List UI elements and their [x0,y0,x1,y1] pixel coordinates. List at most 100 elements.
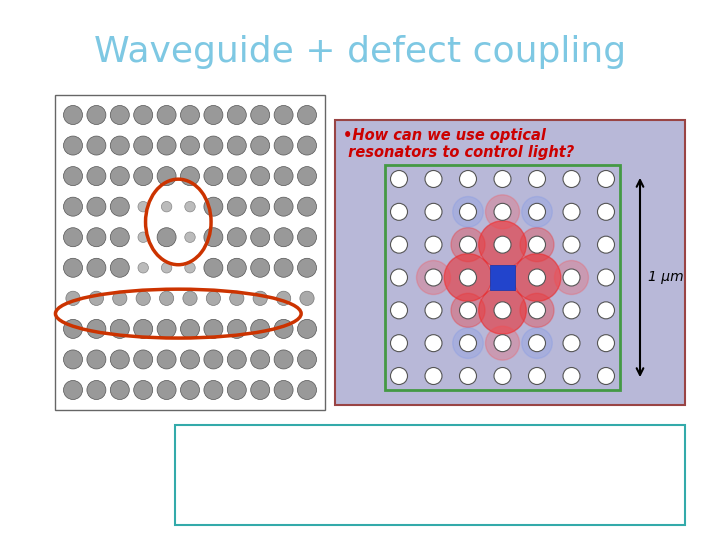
Circle shape [185,201,195,212]
Circle shape [157,105,176,125]
Circle shape [390,269,408,286]
Bar [55,95,325,410]
Circle shape [63,258,83,277]
Circle shape [563,269,580,286]
Circle shape [112,291,127,306]
Circle shape [251,197,270,216]
Circle shape [274,228,293,247]
Circle shape [181,319,199,339]
Circle shape [110,228,130,247]
Circle shape [63,105,83,125]
Circle shape [416,260,451,294]
Circle shape [451,228,485,262]
Circle shape [134,105,153,125]
Circle shape [297,319,317,339]
Circle shape [459,204,477,220]
Circle shape [138,232,148,242]
Circle shape [528,204,546,220]
Circle shape [134,136,153,155]
Circle shape [251,258,270,277]
Circle shape [297,381,317,400]
Text: •How can we use optical
 resonators to control light?: •How can we use optical resonators to co… [343,128,575,160]
Circle shape [390,335,408,352]
Circle shape [522,197,552,227]
Circle shape [459,302,477,319]
Circle shape [528,236,546,253]
Circle shape [134,167,153,186]
Circle shape [63,167,83,186]
Circle shape [563,302,580,319]
Circle shape [228,350,246,369]
Circle shape [63,197,83,216]
Circle shape [598,302,614,319]
Circle shape [206,291,220,306]
Circle shape [528,171,546,187]
Circle shape [297,228,317,247]
Circle shape [459,236,477,253]
Circle shape [251,381,270,400]
Circle shape [425,269,442,286]
Circle shape [390,236,408,253]
Circle shape [110,319,130,339]
Circle shape [528,368,546,384]
Circle shape [485,326,520,360]
Circle shape [494,236,511,253]
Circle shape [157,228,176,247]
Circle shape [485,195,520,229]
Circle shape [453,197,483,227]
Circle shape [66,291,80,306]
Circle shape [274,136,293,155]
Circle shape [157,350,176,369]
Circle shape [251,105,270,125]
Circle shape [274,350,293,369]
Circle shape [453,328,483,359]
Circle shape [598,269,614,286]
Circle shape [598,335,614,352]
Bar [490,265,516,291]
Circle shape [87,350,106,369]
Circle shape [563,335,580,352]
Circle shape [204,136,223,155]
Circle shape [528,269,546,286]
Circle shape [563,236,580,253]
Circle shape [459,368,477,384]
Circle shape [390,302,408,319]
Circle shape [204,197,223,216]
Circle shape [185,232,195,242]
Circle shape [110,136,130,155]
Circle shape [513,254,561,301]
Circle shape [181,350,199,369]
Circle shape [251,319,270,339]
Circle shape [204,258,223,277]
Circle shape [494,171,511,187]
Circle shape [157,319,176,339]
Circle shape [204,350,223,369]
Text: Waveguide + defect coupling: Waveguide + defect coupling [94,35,626,69]
Circle shape [134,350,153,369]
Circle shape [494,204,511,220]
Circle shape [297,197,317,216]
Circle shape [157,136,176,155]
Text: •Bandwidth modulation with small refractive index
 variation (δn/n<10⁻⁴): •Bandwidth modulation with small refract… [185,473,575,505]
Circle shape [228,319,246,339]
Circle shape [228,167,246,186]
Circle shape [425,236,442,253]
Circle shape [161,201,172,212]
Circle shape [183,291,197,306]
Circle shape [251,167,270,186]
Circle shape [479,287,526,334]
Circle shape [390,204,408,220]
Circle shape [138,262,148,273]
Circle shape [87,319,106,339]
Circle shape [228,105,246,125]
Circle shape [110,167,130,186]
Circle shape [494,368,511,384]
Circle shape [181,105,199,125]
Circle shape [563,204,580,220]
Circle shape [520,228,554,262]
Circle shape [494,335,511,352]
Bar [335,120,685,405]
Circle shape [425,335,442,352]
Circle shape [297,167,317,186]
Circle shape [297,258,317,277]
